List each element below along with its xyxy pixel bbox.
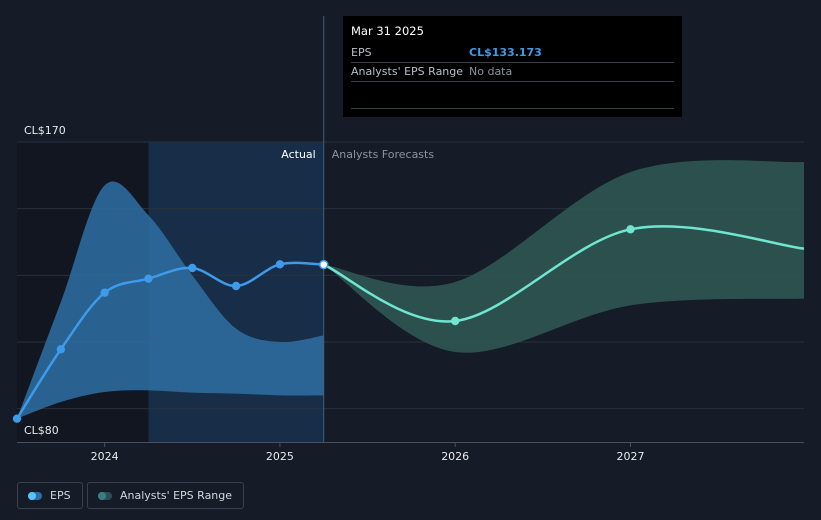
eps-forecast-line	[323, 225, 805, 323]
eps-tooltip: Mar 31 2025 EPS CL$133.173 Analysts' EPS…	[343, 16, 682, 117]
tooltip-date: Mar 31 2025	[351, 24, 424, 38]
range-legend-swatch-icon	[98, 491, 112, 500]
x-tick-label: 2027	[616, 450, 644, 463]
eps-forecast-point[interactable]	[450, 316, 460, 326]
eps-point[interactable]	[144, 274, 153, 283]
tooltip-row-eps: EPS CL$133.173	[351, 44, 674, 63]
tooltip-range-value: No data	[469, 65, 513, 78]
eps-point[interactable]	[12, 414, 22, 423]
eps-point[interactable]	[275, 260, 285, 269]
tooltip-eps-label: EPS	[351, 46, 372, 59]
actual-label: Actual	[281, 148, 315, 161]
x-axis-ticks: 2024 2025 2026 2027	[91, 442, 644, 463]
eps-point[interactable]	[231, 281, 241, 291]
forecast-label: Analysts Forecasts	[332, 148, 435, 161]
tooltip-divider	[351, 82, 674, 109]
eps-point[interactable]	[100, 288, 109, 297]
y-axis-bottom-label: CL$80	[24, 424, 59, 437]
x-tick-label: 2025	[266, 450, 294, 463]
eps-point[interactable]	[318, 259, 329, 270]
legend-range-button[interactable]: Analysts' EPS Range	[87, 482, 245, 509]
x-tick-label: 2026	[441, 450, 469, 463]
eps-point[interactable]	[188, 263, 197, 273]
legend-eps-button[interactable]: EPS	[17, 482, 83, 509]
forecast-eps-range-area	[323, 160, 804, 353]
x-tick-label: 2024	[91, 450, 119, 463]
legend-range-label: Analysts' EPS Range	[120, 489, 233, 502]
eps-legend-swatch-icon	[28, 491, 42, 500]
eps-forecast-point[interactable]	[626, 225, 635, 234]
tooltip-eps-value: CL$133.173	[469, 46, 542, 59]
tooltip-range-label: Analysts' EPS Range	[351, 65, 464, 78]
tooltip-row-range: Analysts' EPS Range No data	[351, 63, 674, 82]
y-axis-top-label: CL$170	[24, 124, 66, 137]
actual-eps-range-area	[17, 181, 324, 419]
legend-eps-label: EPS	[50, 489, 71, 502]
eps-point[interactable]	[56, 345, 66, 354]
